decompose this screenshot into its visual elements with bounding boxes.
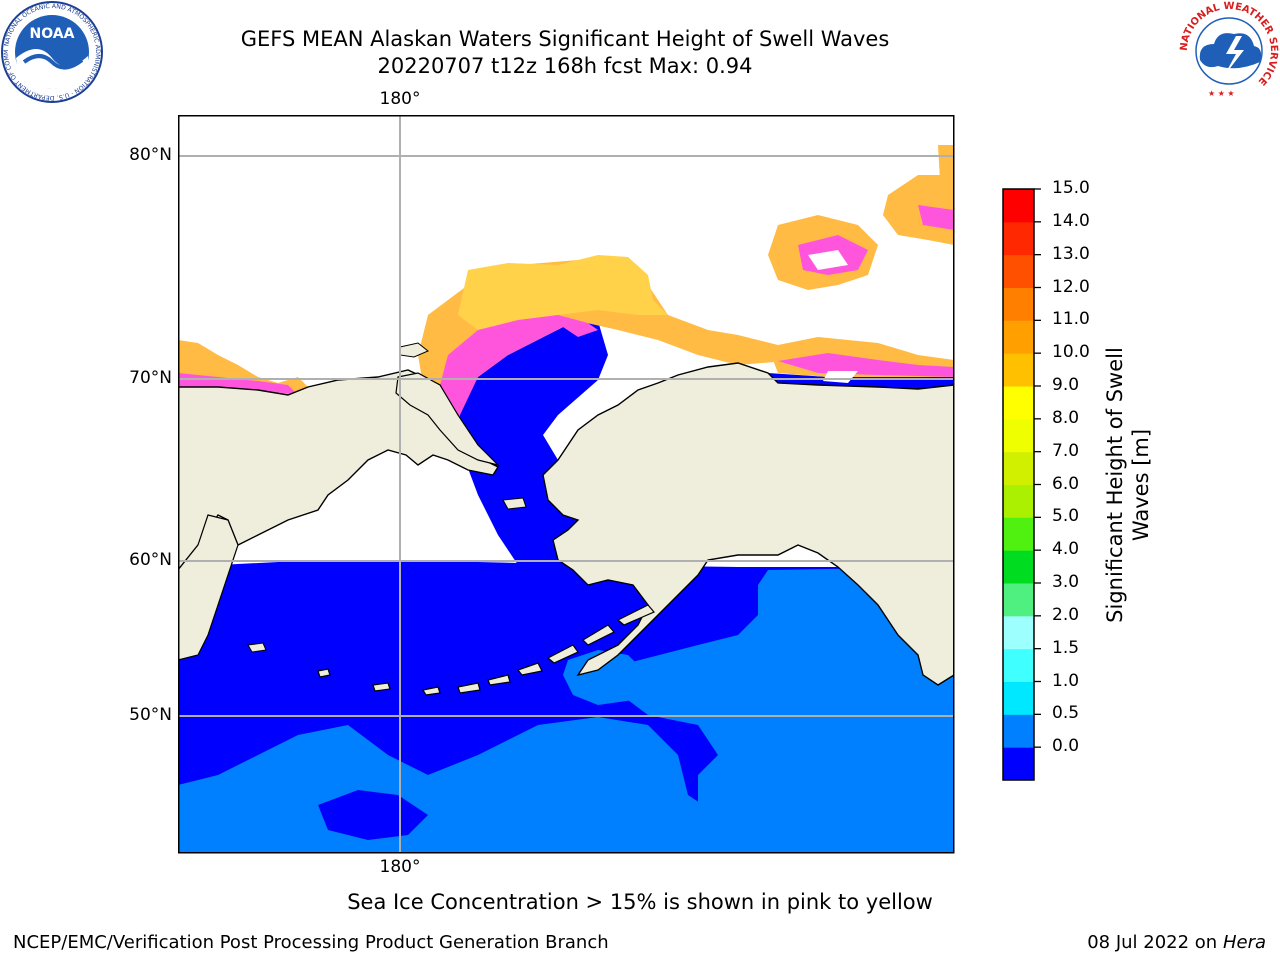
colorbar-tick-label: 8.0 bbox=[1052, 407, 1080, 428]
colorbar-tick-label: 4.0 bbox=[1052, 539, 1080, 560]
land-alaska bbox=[542, 362, 954, 686]
colorbar-tick-label: 9.0 bbox=[1052, 375, 1080, 395]
colorbar-band bbox=[1003, 353, 1034, 387]
colorbar-band bbox=[1003, 484, 1034, 518]
colorbar-band bbox=[1003, 320, 1034, 354]
colorbar-tick-label: 7.0 bbox=[1052, 440, 1080, 461]
colorbar-label: Significant Height of Swell Waves [m] bbox=[1103, 347, 1153, 623]
colorbar-band bbox=[1003, 648, 1034, 682]
ocean-light-blue-gulf bbox=[608, 567, 954, 853]
colorbar-band bbox=[1003, 287, 1034, 321]
colorbar-band bbox=[1003, 714, 1034, 748]
lon-label-top: 180° bbox=[379, 89, 421, 109]
lat-label-50: 50°N bbox=[129, 705, 172, 725]
land-st-lawrence bbox=[502, 497, 527, 510]
footer-credit: NCEP/EMC/Verification Post Processing Pr… bbox=[13, 932, 609, 953]
land-commander-islands bbox=[247, 642, 267, 653]
noaa-logo: NATIONAL OCEANIC AND ATMOSPHERIC ADMINIS… bbox=[0, 0, 103, 103]
colorbar-band bbox=[1003, 747, 1034, 781]
colorbar-tick-label: 15.0 bbox=[1052, 178, 1090, 198]
colorbar-tick-label: 0.0 bbox=[1052, 736, 1080, 757]
footer-date: 08 Jul 2022 on Hera bbox=[1087, 932, 1266, 953]
chart-title: GEFS MEAN Alaskan Waters Significant Hei… bbox=[240, 27, 890, 51]
svg-text:★ ★ ★: ★ ★ ★ bbox=[1208, 89, 1235, 98]
colorbar-band bbox=[1003, 550, 1034, 584]
colorbar-tick-label: 10.0 bbox=[1052, 342, 1090, 363]
map-frame bbox=[178, 115, 955, 854]
colorbar-tick-label: 12.0 bbox=[1052, 276, 1090, 297]
nws-logo: NATIONAL WEATHER SERVICE ★ ★ ★ bbox=[1179, 1, 1279, 100]
map-panel bbox=[178, 115, 955, 854]
colorbar-tick-label: 2.0 bbox=[1052, 604, 1080, 625]
ocean-light-blue-patch bbox=[563, 650, 648, 705]
colorbar-tick-label: 6.0 bbox=[1052, 473, 1080, 494]
colorbar-tick-label: 5.0 bbox=[1052, 506, 1080, 527]
colorbar-band bbox=[1003, 451, 1034, 485]
colorbar-band bbox=[1003, 418, 1034, 453]
colorbar-band bbox=[1003, 254, 1034, 288]
colorbar-band bbox=[1003, 517, 1034, 551]
colorbar bbox=[1002, 188, 1041, 781]
colorbar-band bbox=[1003, 189, 1034, 223]
colorbar-band bbox=[1003, 583, 1034, 617]
colorbar-tick-label: 13.0 bbox=[1052, 243, 1090, 264]
lat-label-70: 70°N bbox=[129, 368, 172, 388]
colorbar-tick-label: 0.5 bbox=[1052, 703, 1080, 724]
noaa-logo-text: NOAA bbox=[30, 26, 75, 42]
colorbar-band bbox=[1003, 681, 1034, 715]
chart-subtitle: 20220707 t12z 168h fcst Max: 0.94 bbox=[377, 54, 753, 78]
colorbar-tick-label: 1.0 bbox=[1052, 670, 1080, 691]
footer-host: Hera bbox=[1222, 932, 1266, 953]
aleutian-islands bbox=[317, 604, 655, 696]
colorbar-band bbox=[1003, 386, 1034, 420]
ice-white-gap-1 bbox=[808, 250, 848, 270]
colorbar-tick-label: 1.5 bbox=[1052, 637, 1080, 658]
colorbar-band bbox=[1003, 221, 1034, 256]
colorbar-tick-label: 3.0 bbox=[1052, 572, 1080, 592]
colorbar-tick-label: 11.0 bbox=[1052, 309, 1090, 330]
land-chukotka bbox=[395, 372, 500, 467]
lon-label-bottom: 180° bbox=[379, 857, 421, 877]
colorbar-band bbox=[1003, 615, 1034, 650]
colorbar-tick-label: 14.0 bbox=[1052, 210, 1090, 231]
map-gridlines bbox=[178, 115, 954, 853]
lat-label-80: 80°N bbox=[129, 145, 172, 165]
sea-ice-note: Sea Ice Concentration > 15% is shown in … bbox=[347, 890, 933, 914]
ocean-light-blue-south bbox=[178, 717, 738, 853]
lat-label-60: 60°N bbox=[129, 550, 172, 570]
